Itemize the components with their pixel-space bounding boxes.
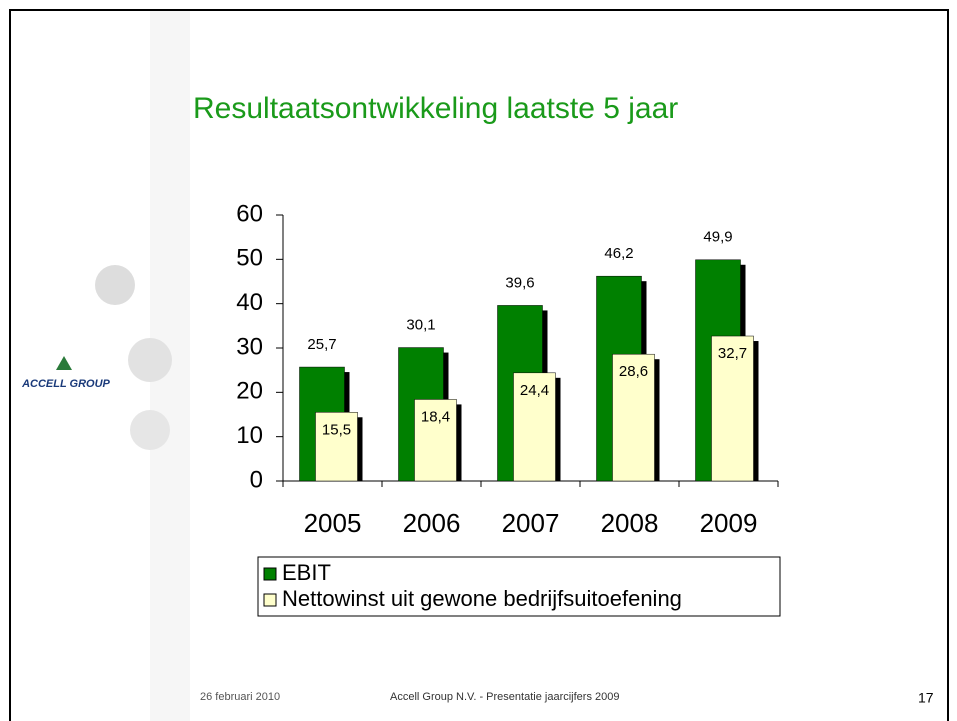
y-tick-label: 40: [236, 289, 263, 316]
data-label: 39,6: [505, 274, 534, 291]
y-tick-label: 20: [236, 378, 263, 405]
chart-title: Resultaatsontwikkeling laatste 5 jaar: [193, 92, 678, 125]
data-label: 18,4: [421, 408, 450, 425]
data-label: 15,5: [322, 421, 351, 438]
slide: ACCELL GROUP Resultaatsontwikkeling laat…: [0, 0, 957, 721]
y-tick-label: 10: [236, 422, 263, 449]
data-label: 24,4: [520, 382, 549, 399]
footer-date: 26 februari 2010: [200, 691, 280, 703]
data-label: 28,6: [619, 363, 648, 380]
logo-text: ACCELL GROUP: [21, 378, 110, 390]
legend-label: Nettowinst uit gewone bedrijfsuitoefenin…: [282, 586, 682, 611]
x-tick-label: 2009: [700, 508, 758, 538]
data-label: 46,2: [604, 245, 633, 262]
y-tick-label: 0: [250, 466, 263, 493]
legend-label: EBIT: [282, 560, 331, 585]
data-label: 25,7: [307, 336, 336, 353]
page-number: 17: [918, 690, 934, 706]
data-label: 32,7: [718, 345, 747, 362]
logo-figure: [130, 410, 170, 450]
legend-swatch: [264, 594, 276, 606]
x-tick-label: 2006: [403, 508, 461, 538]
logo-figure: [128, 338, 172, 382]
x-tick-label: 2007: [502, 508, 560, 538]
legend-swatch: [264, 568, 276, 580]
y-tick-label: 30: [236, 333, 263, 360]
data-label: 30,1: [406, 317, 435, 334]
x-tick-label: 2005: [304, 508, 362, 538]
x-tick-label: 2008: [601, 508, 659, 538]
data-label: 49,9: [703, 229, 732, 246]
y-tick-label: 60: [236, 200, 263, 227]
logo-figure: [95, 265, 135, 305]
footer-text: Accell Group N.V. - Presentatie jaarcijf…: [390, 691, 619, 703]
y-tick-label: 50: [236, 245, 263, 272]
